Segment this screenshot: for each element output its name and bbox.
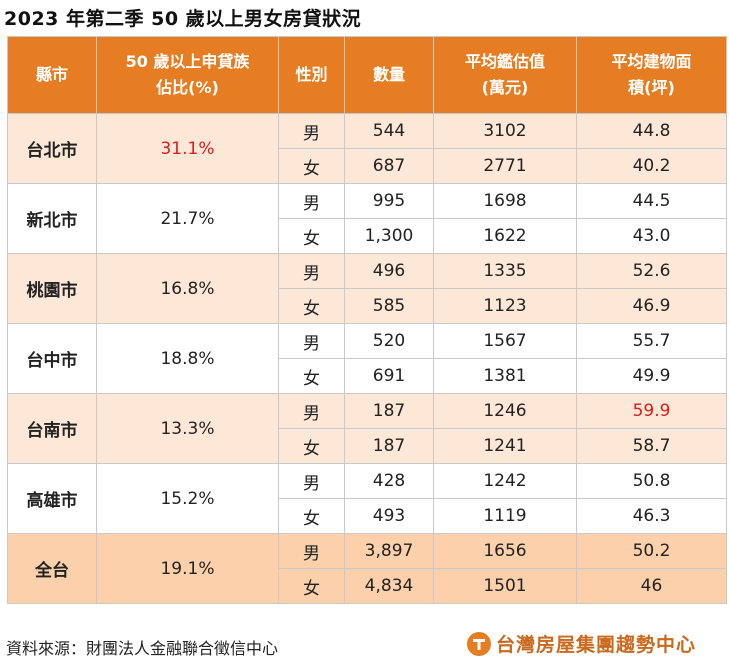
price-cell: 1241 [433,428,577,464]
area-cell: 44.8 [576,113,727,149]
count-cell: 3,897 [344,533,434,569]
area-cell: 40.2 [576,148,727,184]
table-row-total: 全台 19.1% 男 3,897 1656 50.2 [7,533,727,604]
header-price: 平均鑑估值 (萬元) [433,36,577,114]
gender-cell: 男 [278,253,345,289]
share-cell: 31.1% [96,113,279,184]
count-cell: 187 [344,428,434,464]
city-cell: 全台 [7,533,97,604]
city-cell: 新北市 [7,183,97,254]
share-cell: 18.8% [96,323,279,394]
table-row-total: 女 4,834 1501 46 [8,568,727,604]
gender-cell: 女 [278,498,345,534]
table-row: 女 187 1241 58.7 [8,428,727,464]
header-count: 數量 [344,36,434,114]
count-cell: 428 [344,463,434,499]
price-cell: 1246 [433,393,577,429]
price-cell: 1567 [433,323,577,359]
gender-cell: 男 [278,323,345,359]
count-cell: 691 [344,358,434,394]
header-area: 平均建物面 積(坪) [576,36,727,114]
count-cell: 493 [344,498,434,534]
gender-cell: 男 [278,463,345,499]
area-cell: 43.0 [576,218,727,254]
header-row: 縣市 50 歲以上申貸族 佔比(%) 性別 數量 平均鑑估值 (萬元) 平均建物面積… [7,36,727,114]
gender-cell: 男 [278,183,345,219]
area-cell: 46 [576,568,727,604]
price-cell: 1119 [433,498,577,534]
share-cell: 16.8% [96,253,279,324]
table-row: 台南市 13.3% 男 187 1246 59.9 [7,393,727,464]
share-cell: 15.2% [96,463,279,534]
price-cell: 1123 [433,288,577,324]
gender-cell: 女 [278,568,345,604]
table-row: 女 493 1119 46.3 [8,498,727,534]
table-row: 高雄市 15.2% 男 428 1242 50.8 [7,463,727,534]
table-row: 女 1,300 1622 43.0 [8,218,727,254]
count-cell: 687 [344,148,434,184]
page-title: 2023 年第二季 50 歲以上男女房貸狀況 [4,8,362,30]
count-cell: 1,300 [344,218,434,254]
count-cell: 995 [344,183,434,219]
gender-cell: 男 [278,533,345,569]
city-cell: 台中市 [7,323,97,394]
city-cell: 高雄市 [7,463,97,534]
area-cell: 44.5 [576,183,727,219]
share-cell: 21.7% [96,183,279,254]
share-cell: 13.3% [96,393,279,464]
header-gender: 性別 [278,36,345,114]
gender-cell: 女 [278,288,345,324]
area-cell: 46.3 [576,498,727,534]
taiwan-realty-logo-icon [467,631,491,656]
header-county: 縣市 [7,36,97,114]
area-cell: 59.9 [576,393,727,429]
table-row: 桃園市 16.8% 男 496 1335 52.6 [7,253,727,324]
price-cell: 1335 [433,253,577,289]
source-note: 資料來源：財團法人金融聯合徵信中心 [6,639,279,658]
table-row: 女 691 1381 49.9 [8,358,727,394]
area-cell: 58.7 [576,428,727,464]
gender-cell: 女 [278,358,345,394]
price-cell: 3102 [433,113,577,149]
city-cell: 桃園市 [7,253,97,324]
price-cell: 1501 [433,568,577,604]
count-cell: 544 [344,113,434,149]
table-row: 女 687 2771 40.2 [8,148,727,184]
count-cell: 187 [344,393,434,429]
header-share: 50 歲以上申貸族 佔比(%) [96,36,279,114]
area-cell: 49.9 [576,358,727,394]
gender-cell: 女 [278,148,345,184]
city-cell: 台南市 [7,393,97,464]
share-cell: 19.1% [96,533,279,604]
area-cell: 52.6 [576,253,727,289]
price-cell: 2771 [433,148,577,184]
gender-cell: 男 [278,393,345,429]
gender-cell: 男 [278,113,345,149]
brand-logo: 台灣房屋集團趨勢中心 [467,630,696,657]
table-row: 新北市 21.7% 男 995 1698 44.5 [7,183,727,254]
area-cell: 50.8 [576,463,727,499]
area-cell: 55.7 [576,323,727,359]
count-cell: 4,834 [344,568,434,604]
table-row: 女 585 1123 46.9 [8,288,727,324]
area-cell: 46.9 [576,288,727,324]
gender-cell: 女 [278,428,345,464]
price-cell: 1656 [433,533,577,569]
price-cell: 1698 [433,183,577,219]
gender-cell: 女 [278,218,345,254]
price-cell: 1381 [433,358,577,394]
table-row: 台北市 31.1% 男 544 3102 44.8 [7,113,727,184]
count-cell: 585 [344,288,434,324]
count-cell: 520 [344,323,434,359]
logo-text: 台灣房屋集團趨勢中心 [496,634,697,656]
price-cell: 1622 [433,218,577,254]
area-cell: 50.2 [576,533,727,569]
city-cell: 台北市 [7,113,97,184]
price-cell: 1242 [433,463,577,499]
count-cell: 496 [344,253,434,289]
table-row: 台中市 18.8% 男 520 1567 55.7 [7,323,727,394]
mortgage-table: 縣市 50 歲以上申貸族 佔比(%) 性別 數量 平均鑑估值 (萬元) 平均建物面積… [7,36,727,604]
